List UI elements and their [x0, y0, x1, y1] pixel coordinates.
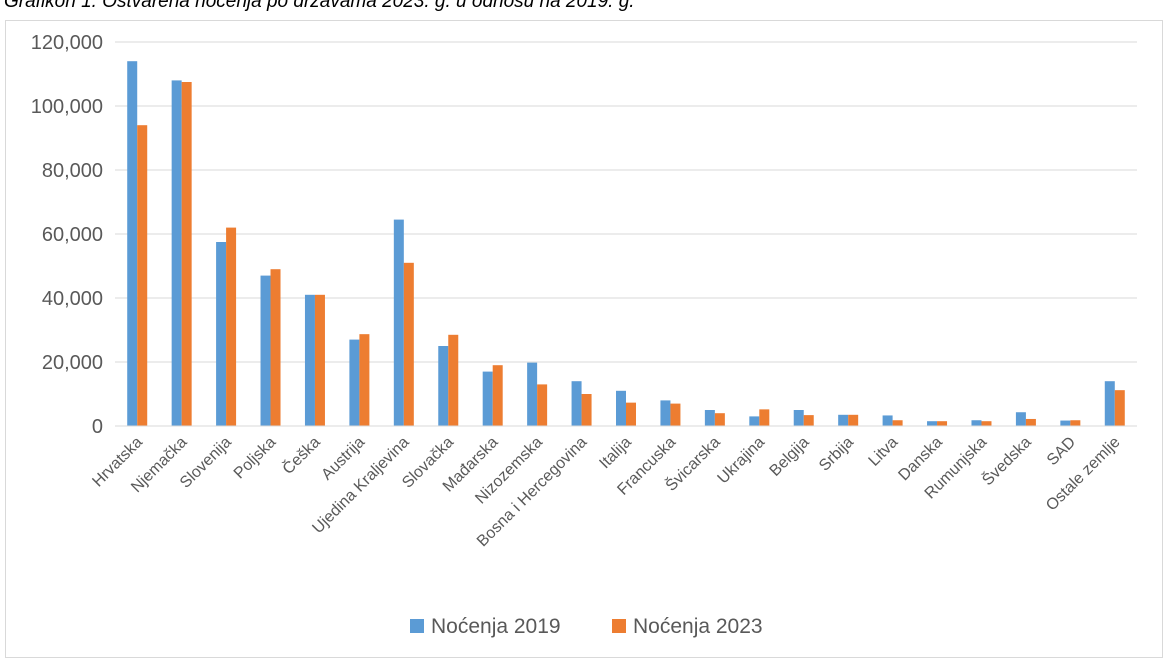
bar-2023	[670, 403, 681, 426]
x-tick-label: Švedska	[978, 432, 1035, 489]
bar-2019	[393, 219, 404, 426]
legend-swatch	[410, 619, 424, 633]
bar-2023	[1025, 418, 1036, 426]
y-axis: 0 20,000 40,000 60,000 80,000 100,000 120,000	[31, 32, 103, 438]
bar-2019	[1104, 381, 1115, 426]
bar-2019	[704, 410, 715, 426]
x-tick-label: Srbija	[816, 434, 857, 475]
x-tick-label: Ukrajina	[715, 434, 769, 488]
bar-2023	[403, 262, 414, 426]
bar-2019	[482, 371, 493, 426]
bar-2019	[571, 381, 582, 426]
x-tick-label: Češka	[278, 432, 324, 478]
legend: Noćenja 2019 Noćenja 2023	[410, 615, 763, 638]
bar-2019	[793, 410, 804, 426]
bar-2019	[260, 275, 271, 426]
y-tick-label: 60,000	[42, 224, 103, 246]
bar-2023	[226, 227, 237, 426]
legend-label: Noćenja 2019	[431, 615, 561, 638]
bar-2023	[581, 394, 592, 426]
bar-2023	[848, 414, 859, 426]
y-tick-label: 100,000	[31, 96, 103, 118]
legend-swatch	[612, 619, 626, 633]
bar-2023	[981, 421, 992, 426]
bar-2019	[660, 400, 671, 426]
bar-chart: 020,00040,00060,00080,000100,000120,000 …	[31, 32, 1137, 638]
bar-2019	[1060, 420, 1071, 426]
bar-2019	[1015, 412, 1026, 426]
bar-2019	[171, 80, 182, 427]
bar-2023	[492, 365, 503, 426]
bar-2023	[314, 294, 325, 426]
bar-2019	[304, 294, 315, 426]
y-tick-label: 120,000	[31, 32, 103, 54]
bars	[127, 61, 1125, 427]
x-tick-label: Belgija	[767, 434, 813, 480]
y-tick-label: 0	[92, 416, 103, 438]
bar-2023	[626, 402, 636, 426]
bar-2023	[359, 334, 370, 426]
bar-2019	[927, 421, 938, 426]
bar-2019	[838, 414, 849, 426]
x-tick-label: Litva	[866, 434, 902, 470]
bar-2019	[527, 362, 538, 426]
legend-label: Noćenja 2023	[633, 615, 763, 638]
bar-2019	[749, 416, 760, 426]
x-tick-label: Poljska	[231, 434, 280, 483]
bar-2023	[937, 421, 948, 426]
bar-2019	[971, 420, 982, 426]
bar-2023	[1114, 390, 1125, 426]
y-tick-label: 40,000	[42, 288, 103, 310]
bar-2023	[181, 82, 192, 426]
bar-2023	[759, 409, 770, 426]
bar-2023	[803, 415, 814, 426]
chart-frame: 0 20,000 40,000 60,000 80,000 100,000 120,000 …	[5, 20, 1163, 658]
bar-2019	[616, 390, 626, 426]
chart-caption: Grafikon 1. Ostvarena noćenja po državam…	[4, 0, 635, 12]
bar-2023	[448, 334, 459, 426]
bar-2023	[270, 269, 281, 426]
bar-2019	[216, 242, 227, 426]
x-tick-label: Italija	[596, 434, 635, 473]
bar-2019	[349, 339, 360, 426]
bar-2023	[137, 125, 148, 426]
bar-2023	[892, 420, 903, 426]
bar-2023	[714, 413, 725, 426]
y-tick-label: 80,000	[42, 160, 103, 182]
bar-2023	[537, 384, 548, 426]
bar-2019	[438, 346, 449, 426]
bar-2019	[127, 61, 138, 426]
bar-2023	[1070, 420, 1081, 426]
y-tick-label: 20,000	[42, 352, 103, 374]
bar-2019	[882, 415, 893, 426]
gridlines	[115, 41, 1137, 363]
x-tick-label: SAD	[1044, 434, 1079, 469]
